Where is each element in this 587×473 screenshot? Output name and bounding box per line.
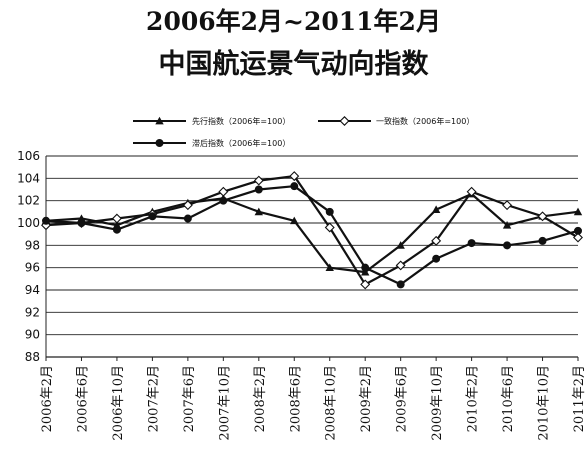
data-point-diamond [218,186,229,197]
y-tick-label: 104 [17,171,40,185]
legend-item: 滞后指数（2006年=100） [133,138,290,148]
data-point-diamond [289,171,300,182]
data-point-circle [467,239,476,248]
x-tick-label: 2007年2月 [146,365,161,432]
data-point-triangle [361,267,370,276]
x-tick-label: 2010年2月 [466,365,481,432]
data-point-triangle [325,263,334,272]
series-diamond [41,171,583,290]
data-point-diamond [111,213,122,224]
y-tick-label: 102 [17,194,40,208]
series-line [45,175,579,286]
x-tick-label: 2006年6月 [75,365,90,432]
data-point-triangle [396,241,405,249]
data-point-circle [155,139,164,147]
x-tick-label: 2008年2月 [253,365,268,432]
data-point-diamond [431,235,442,246]
data-point-diamond [339,116,350,126]
x-tick-label: 2007年10月 [217,365,232,441]
y-tick-label: 98 [25,238,40,252]
data-point-diamond [466,186,477,197]
data-point-triangle [290,216,299,225]
data-point-diamond [41,220,51,231]
data-point-circle [254,185,263,194]
legend-item: 一致指数（2006年=100） [318,116,474,126]
data-point-circle [361,263,370,272]
x-tick-label: 2007年6月 [182,365,197,432]
x-tick-label: 2010年10月 [537,365,552,441]
data-point-circle [325,207,334,216]
data-point-diamond [360,279,371,290]
data-point-triangle [431,205,441,213]
x-tick-label: 2006年10月 [111,365,126,441]
data-point-triangle [155,116,164,125]
chart-title-line-1: 2006年2月~2011年2月 [146,7,441,36]
x-tick-label: 2009年10月 [430,365,445,441]
data-point-circle [148,212,157,221]
data-point-circle [396,280,405,289]
legend-item: 先行指数（2006年=100） [133,116,290,126]
data-point-circle [42,216,50,225]
data-point-diamond [395,260,406,271]
y-tick-label: 100 [17,216,40,230]
y-tick-label: 90 [25,328,40,342]
x-tick-label: 2011年2月 [572,365,587,432]
data-point-circle [77,219,86,227]
series-line [45,192,579,274]
series-circle [42,182,582,289]
data-point-diamond [502,200,513,211]
data-point-circle [538,236,547,245]
series-layer [41,171,583,290]
data-point-circle [219,196,228,205]
data-point-diamond [182,200,193,211]
x-tick-label: 2010年6月 [501,365,516,432]
y-tick-label: 106 [17,149,40,163]
data-point-circle [183,214,192,223]
data-point-diamond [253,175,264,186]
tick-labels: 88 90 92 94 96 98 100 102 104 106 2006年2月 2006年6月 20… [17,149,587,441]
legend-label: 一致指数（2006年=100） [376,116,474,126]
x-tick-label: 2008年10月 [324,365,339,441]
data-point-triangle [573,207,583,216]
data-point-circle [503,241,512,250]
axes [45,156,579,361]
legend: 先行指数（2006年=100） 一致指数（2006年=100） 滞后指数（2006年… [133,116,474,148]
chart-title-line-2: 中国航运景气动向指数 [158,49,429,80]
x-tick-label: 2006年2月 [40,365,55,432]
series-line [45,185,579,286]
data-point-triangle [502,221,512,229]
grid [46,155,578,358]
x-tick-label: 2009年2月 [359,365,374,432]
y-tick-label: 88 [25,350,40,364]
data-point-circle [432,254,441,263]
legend-label: 先行指数（2006年=100） [192,116,290,126]
data-point-circle [112,225,121,234]
data-point-triangle [254,207,263,216]
legend-label: 滞后指数（2006年=100） [192,138,290,148]
x-tick-label: 2008年6月 [288,365,303,432]
x-tick-label: 2009年6月 [395,365,410,432]
data-point-diamond [324,222,335,233]
y-tick-label: 94 [25,283,40,297]
data-point-diamond [573,232,583,243]
y-tick-label: 96 [25,261,40,275]
y-tick-label: 92 [25,305,40,319]
data-point-circle [574,226,582,235]
data-point-circle [290,182,299,191]
data-point-diamond [537,211,548,222]
